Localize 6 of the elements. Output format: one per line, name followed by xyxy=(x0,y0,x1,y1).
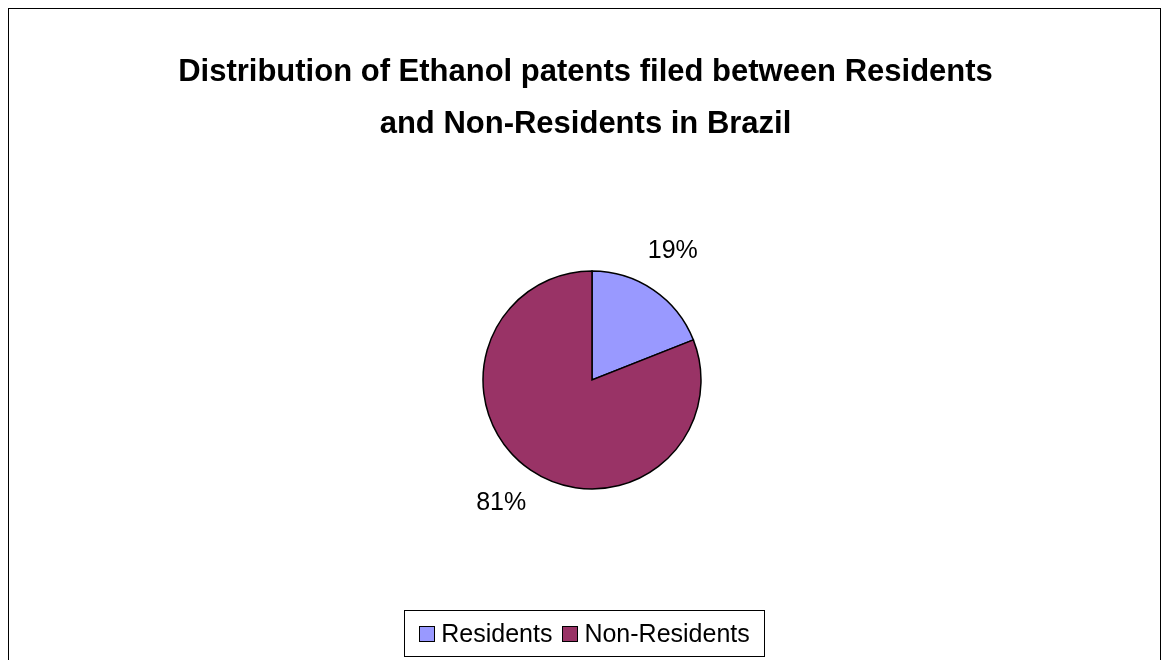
chart-title: Distribution of Ethanol patents filed between Residents and Non-Residents in Brazil xyxy=(177,52,994,142)
data-label: 19% xyxy=(647,234,698,263)
legend-label: Residents xyxy=(441,619,553,648)
pie-slice xyxy=(482,270,702,490)
data-label: 81% xyxy=(476,487,527,516)
legend-label: Non-Residents xyxy=(584,619,750,648)
